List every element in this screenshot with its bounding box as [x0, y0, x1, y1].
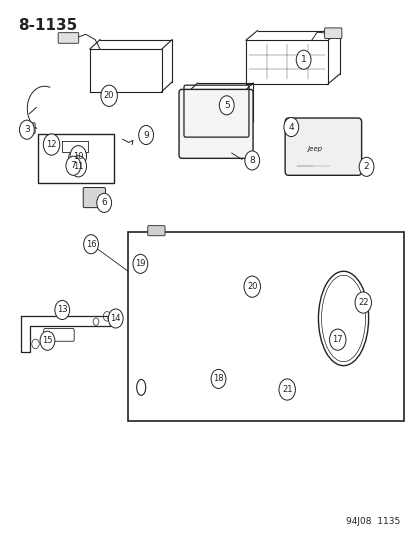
Text: 11: 11 — [73, 162, 83, 171]
Circle shape — [296, 50, 310, 69]
FancyBboxPatch shape — [147, 225, 165, 236]
Circle shape — [19, 120, 34, 139]
Text: 94J08  1135: 94J08 1135 — [345, 518, 399, 526]
Circle shape — [108, 309, 123, 328]
Circle shape — [329, 329, 345, 350]
Text: 15: 15 — [42, 336, 52, 345]
Text: 17: 17 — [332, 335, 342, 344]
Text: 22: 22 — [357, 298, 368, 307]
Circle shape — [43, 134, 59, 155]
Text: 8-1135: 8-1135 — [18, 18, 77, 34]
Circle shape — [55, 301, 69, 319]
Circle shape — [211, 369, 225, 389]
Text: 2: 2 — [363, 163, 368, 171]
Text: 16: 16 — [85, 240, 96, 249]
Circle shape — [358, 157, 373, 176]
FancyBboxPatch shape — [178, 90, 252, 158]
Text: 18: 18 — [213, 374, 223, 383]
Text: 1: 1 — [300, 55, 306, 64]
FancyBboxPatch shape — [58, 33, 78, 43]
Circle shape — [70, 156, 86, 177]
Circle shape — [83, 235, 98, 254]
Circle shape — [354, 292, 370, 313]
Text: 7: 7 — [70, 161, 76, 170]
Text: 8: 8 — [249, 156, 254, 165]
FancyBboxPatch shape — [83, 188, 105, 208]
Text: 9: 9 — [143, 131, 149, 140]
FancyBboxPatch shape — [285, 118, 361, 175]
Text: 14: 14 — [110, 314, 121, 323]
Text: 6: 6 — [101, 198, 107, 207]
FancyBboxPatch shape — [44, 328, 74, 341]
Circle shape — [219, 96, 234, 115]
Text: 10: 10 — [73, 152, 83, 161]
FancyBboxPatch shape — [324, 28, 341, 38]
Circle shape — [243, 276, 260, 297]
Text: 20: 20 — [104, 91, 114, 100]
Circle shape — [97, 193, 112, 213]
Circle shape — [138, 125, 153, 144]
Text: 4: 4 — [288, 123, 293, 132]
FancyBboxPatch shape — [24, 123, 35, 133]
Text: 21: 21 — [281, 385, 292, 394]
Circle shape — [278, 379, 295, 400]
Text: 5: 5 — [223, 101, 229, 110]
Text: Jeep: Jeep — [306, 146, 322, 152]
Circle shape — [40, 331, 55, 350]
Text: 20: 20 — [247, 282, 257, 291]
Circle shape — [283, 117, 298, 136]
Text: 3: 3 — [24, 125, 30, 134]
Circle shape — [244, 151, 259, 170]
Circle shape — [101, 85, 117, 107]
Circle shape — [133, 254, 147, 273]
Text: 12: 12 — [46, 140, 57, 149]
Text: 19: 19 — [135, 260, 145, 268]
Text: 13: 13 — [57, 305, 67, 314]
Circle shape — [66, 156, 81, 175]
FancyBboxPatch shape — [128, 231, 404, 421]
FancyBboxPatch shape — [38, 134, 114, 183]
Circle shape — [70, 146, 86, 167]
